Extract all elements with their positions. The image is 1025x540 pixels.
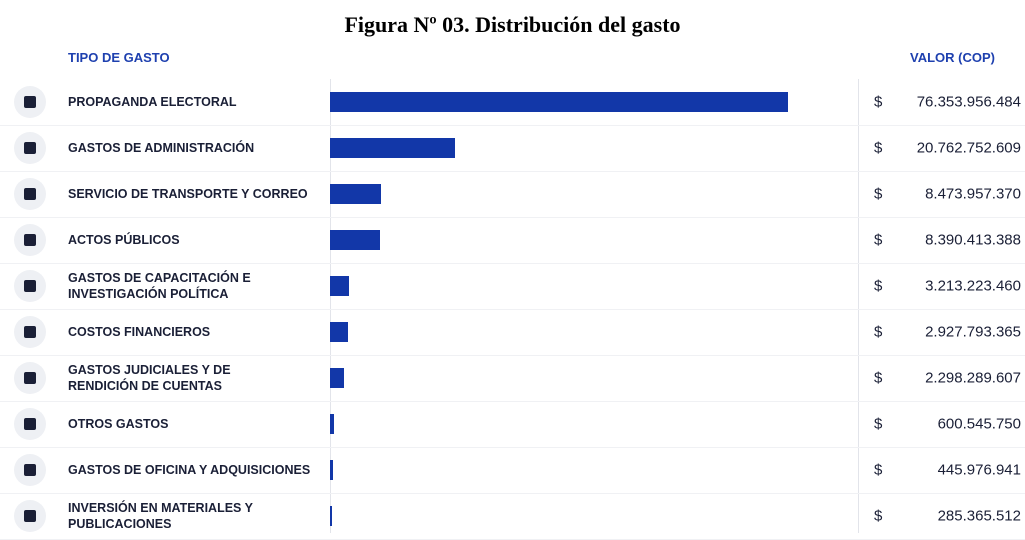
bar (330, 276, 350, 296)
row-separator (0, 125, 1025, 126)
category-icon (14, 132, 46, 164)
value-label: 76.353.956.484 (916, 93, 1021, 111)
category-icon (14, 224, 46, 256)
chart-title: Figura Nº 03. Distribución del gasto (344, 12, 681, 37)
category-label: GASTOS DE CAPACITACIÓN E INVESTIGACIÓN P… (68, 271, 251, 301)
currency-symbol: $ (874, 507, 883, 525)
bar (330, 506, 332, 526)
row-separator (0, 263, 1025, 264)
value-label: 600.545.750 (937, 415, 1021, 433)
value-label: 285.365.512 (937, 507, 1021, 525)
category-icon (14, 86, 46, 118)
category-icon (14, 178, 46, 210)
currency-symbol: $ (874, 93, 883, 111)
value-header: VALOR (COP) (910, 50, 995, 65)
currency-symbol: $ (874, 139, 883, 157)
bar (330, 92, 789, 112)
currency-symbol: $ (874, 323, 883, 341)
category-label: GASTOS DE OFICINA Y ADQUISICIONES (68, 463, 311, 477)
category-icon (14, 362, 46, 394)
row-separator (0, 309, 1025, 310)
bar (330, 184, 381, 204)
column-divider (858, 79, 859, 533)
currency-symbol: $ (874, 369, 883, 387)
row-separator (0, 447, 1025, 448)
currency-symbol: $ (874, 277, 883, 295)
category-icon (14, 316, 46, 348)
row-separator (0, 493, 1025, 494)
row-separator (0, 217, 1025, 218)
bar (330, 414, 334, 434)
bar (330, 460, 333, 480)
value-label: 2.298.289.607 (925, 369, 1021, 387)
category-label: GASTOS JUDICIALES Y DE RENDICIÓN DE CUEN… (68, 363, 231, 393)
category-label: COSTOS FINANCIEROS (68, 325, 211, 339)
category-label: SERVICIO DE TRANSPORTE Y CORREO (68, 187, 308, 201)
row-separator (0, 355, 1025, 356)
currency-symbol: $ (874, 231, 883, 249)
bar (330, 368, 344, 388)
category-icon (14, 454, 46, 486)
value-label: 8.473.957.370 (925, 185, 1021, 203)
value-label: 2.927.793.365 (925, 323, 1021, 341)
value-label: 8.390.413.388 (925, 231, 1021, 249)
currency-symbol: $ (874, 415, 883, 433)
currency-symbol: $ (874, 185, 883, 203)
category-label: GASTOS DE ADMINISTRACIÓN (68, 141, 255, 155)
value-label: 445.976.941 (937, 461, 1021, 479)
category-icon (14, 408, 46, 440)
axis-line (330, 79, 331, 533)
value-label: 3.213.223.460 (925, 277, 1021, 295)
category-icon (14, 500, 46, 532)
category-label: ACTOS PÚBLICOS (68, 233, 180, 247)
bar (330, 138, 455, 158)
category-label: INVERSIÓN EN MATERIALES Y PUBLICACIONES (68, 501, 253, 531)
value-label: 20.762.752.609 (916, 139, 1021, 157)
category-header: TIPO DE GASTO (68, 50, 170, 65)
bar (330, 230, 381, 250)
row-separator (0, 401, 1025, 402)
currency-symbol: $ (874, 461, 883, 479)
category-label: OTROS GASTOS (68, 417, 169, 431)
category-label: PROPAGANDA ELECTORAL (68, 95, 237, 109)
bar (330, 322, 348, 342)
category-icon (14, 270, 46, 302)
row-separator (0, 171, 1025, 172)
